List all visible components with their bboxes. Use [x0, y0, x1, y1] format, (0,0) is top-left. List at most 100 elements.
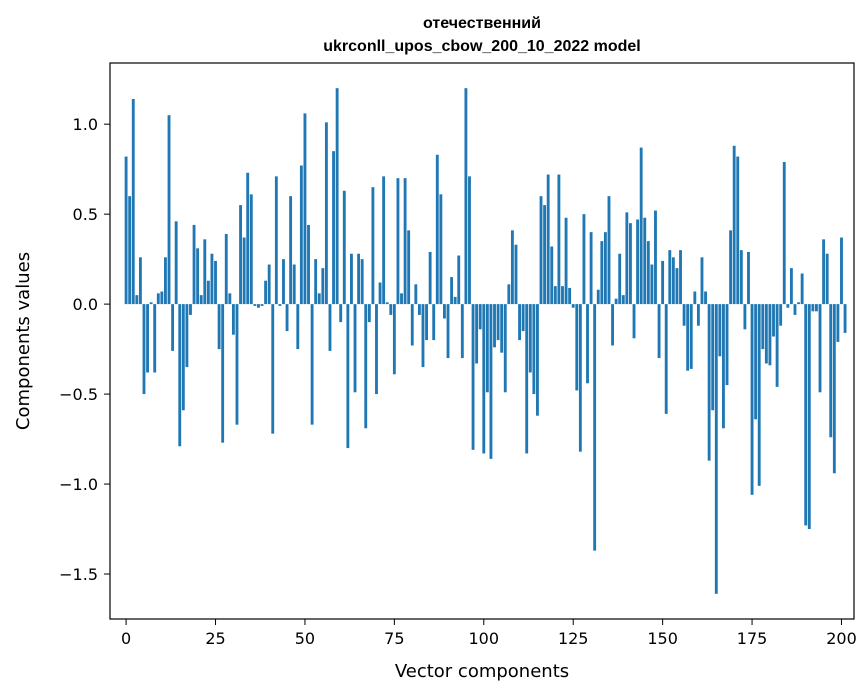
bar-199	[836, 304, 840, 342]
bar-148	[654, 210, 657, 305]
bar-26	[217, 304, 221, 350]
bar-194	[818, 304, 822, 393]
bar-170	[732, 145, 736, 305]
bar-3	[135, 295, 139, 305]
bar-136	[611, 304, 614, 346]
bar-186	[789, 268, 793, 305]
chart-title-line1: отечественний	[423, 15, 541, 32]
x-axis-ticks: 0 25 50 75 100 125 150 175 200	[121, 619, 857, 648]
y-tick-label-5: 1.0	[73, 115, 98, 134]
bar-61	[342, 190, 346, 305]
bar-166	[718, 304, 722, 357]
bar-50	[303, 113, 307, 305]
bar-49	[299, 165, 303, 305]
bar-78	[403, 178, 407, 305]
bar-162	[704, 291, 707, 305]
bar-191	[807, 304, 811, 530]
bar-21	[199, 295, 203, 305]
bar-108	[510, 230, 514, 305]
bar-27	[221, 304, 225, 443]
bar-67	[364, 304, 368, 429]
bar-151	[664, 304, 668, 414]
bar-53	[314, 259, 318, 305]
bar-185	[786, 304, 790, 308]
x-tick-label-8: 200	[826, 629, 857, 648]
bar-7	[149, 302, 153, 305]
y-axis-label: Components values	[13, 252, 34, 430]
bar-93	[457, 255, 461, 305]
bar-86	[432, 304, 436, 341]
bar-125	[571, 304, 575, 308]
bar-109	[514, 244, 518, 305]
bar-143	[636, 219, 640, 305]
bar-100	[482, 304, 486, 454]
bar-144	[639, 147, 643, 305]
bar-74	[389, 304, 393, 315]
bar-111	[521, 304, 525, 332]
bar-196	[825, 253, 829, 305]
bar-150	[661, 260, 665, 305]
y-tick-label-0: −1.5	[59, 565, 98, 584]
y-axis-ticks: −1.5 −1.0 −0.5 0.0 0.5 1.0	[59, 115, 110, 584]
bar-41	[271, 304, 275, 434]
bar-68	[367, 304, 371, 323]
chart-title-line2: ukrconll_upos_cbow_200_10_2022 model	[323, 38, 640, 55]
bar-39	[264, 280, 268, 305]
bar-179	[764, 304, 768, 364]
bar-130	[589, 232, 593, 305]
bar-34	[246, 172, 250, 305]
bar-158	[689, 304, 693, 369]
bar-57	[328, 304, 332, 351]
bar-182	[775, 304, 779, 387]
bar-6	[146, 304, 149, 373]
x-tick-label-3: 75	[384, 629, 404, 648]
bar-121	[557, 174, 561, 305]
bar-192	[811, 304, 815, 312]
x-tick-label-4: 100	[469, 629, 500, 648]
bar-58	[332, 151, 335, 305]
bar-181	[772, 304, 775, 337]
bar-102	[489, 304, 493, 459]
bar-12	[167, 115, 171, 305]
bar-193	[815, 304, 818, 312]
bar-175	[750, 304, 754, 495]
bar-169	[729, 230, 733, 305]
bar-80	[410, 304, 414, 346]
bar-46	[289, 196, 293, 305]
bar-16	[181, 304, 185, 411]
bar-124	[568, 287, 572, 305]
bars-group	[124, 88, 847, 594]
bar-83	[421, 304, 425, 368]
bar-116	[539, 196, 543, 305]
bar-70	[375, 304, 378, 395]
bar-201	[843, 304, 847, 333]
bar-163	[707, 304, 711, 461]
bar-95	[464, 88, 468, 305]
bar-112	[525, 304, 529, 454]
bar-55	[321, 268, 325, 305]
bar-19	[192, 224, 196, 305]
bar-73	[385, 302, 389, 305]
bar-198	[832, 304, 836, 474]
bar-168	[725, 304, 729, 386]
x-tick-label-2: 50	[295, 629, 315, 648]
bar-115	[536, 304, 539, 416]
bar-101	[485, 304, 489, 393]
bar-167	[722, 304, 725, 429]
bar-88	[439, 194, 443, 305]
bar-145	[643, 217, 647, 305]
bar-96	[468, 176, 471, 305]
bar-38	[260, 304, 264, 306]
bar-189	[800, 273, 804, 305]
bar-165	[714, 304, 718, 594]
bar-188	[797, 302, 800, 305]
bar-137	[614, 298, 618, 305]
bar-146	[646, 241, 650, 305]
bar-69	[371, 187, 375, 305]
bar-5	[142, 304, 146, 395]
bar-98	[475, 304, 479, 364]
bar-89	[443, 304, 446, 319]
bar-122	[561, 286, 564, 305]
